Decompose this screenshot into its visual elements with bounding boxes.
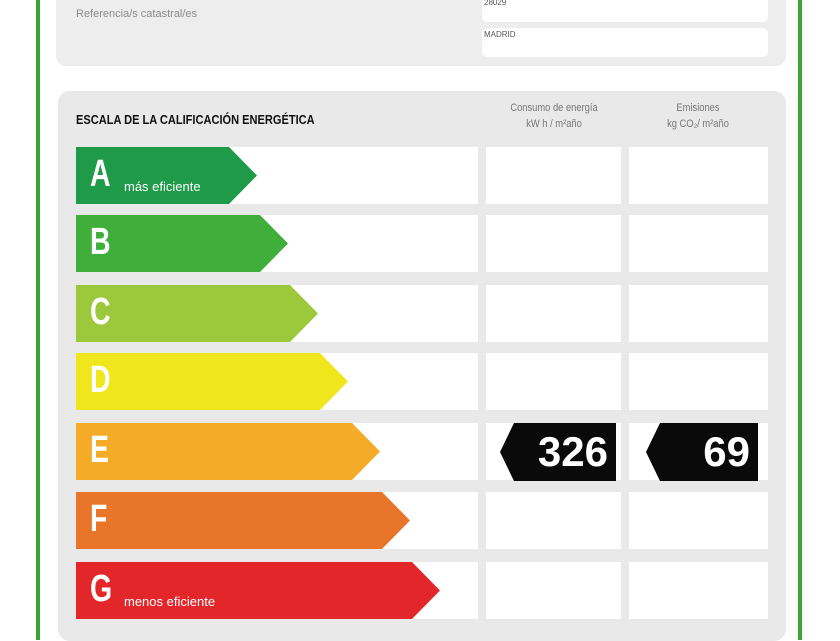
postal-code-field: 28029	[482, 0, 768, 22]
class-e-row: E	[76, 423, 380, 480]
consumption-cell	[486, 285, 621, 342]
class-arrow: A más eficiente	[76, 147, 257, 204]
cadastral-reference-label: Referencia/s catastral/es	[76, 8, 198, 20]
emissions-cell	[629, 562, 768, 619]
consumption-cell	[486, 215, 621, 272]
class-letter: E	[90, 429, 110, 471]
class-arrow: D	[76, 353, 348, 410]
scale-title: ESCALA DE LA CALIFICACIÓN ENERGÉTICA	[76, 112, 315, 127]
class-c-row: C	[76, 285, 318, 342]
class-g-row: G menos eficiente	[76, 562, 440, 619]
class-f-row: F	[76, 492, 410, 549]
class-arrow: F	[76, 492, 410, 549]
emissions-header-line1: Emisiones	[676, 102, 720, 114]
class-arrow: C	[76, 285, 318, 342]
consumption-cell	[486, 562, 621, 619]
class-letter: A	[90, 153, 111, 195]
emissions-header: Emisiones kg CO₂/ m²año	[639, 100, 758, 132]
class-arrow: E	[76, 423, 380, 480]
city-field: MADRID	[482, 28, 768, 57]
class-a-row: A más eficiente	[76, 147, 257, 204]
class-subtitle: más eficiente	[124, 179, 201, 194]
consumption-header-unit: kW h / m²año	[526, 118, 582, 130]
class-arrow: B	[76, 215, 288, 272]
class-letter: F	[90, 498, 108, 540]
emissions-cell	[629, 492, 768, 549]
class-d-row: D	[76, 353, 348, 410]
class-letter: B	[90, 221, 111, 263]
consumption-header-line1: Consumo de energía	[510, 102, 598, 114]
emissions-value-badge: 69	[646, 423, 758, 481]
consumption-header: Consumo de energía kW h / m²año	[495, 100, 614, 132]
emissions-cell	[629, 147, 768, 204]
consumption-cell	[486, 147, 621, 204]
label-border	[36, 0, 802, 640]
class-letter: G	[90, 568, 113, 610]
class-subtitle: menos eficiente	[124, 594, 216, 609]
consumption-cell	[486, 492, 621, 549]
emissions-cell	[629, 285, 768, 342]
class-letter: C	[90, 291, 111, 333]
class-b-row: B	[76, 215, 288, 272]
emissions-header-unit: kg CO₂/ m²año	[667, 118, 729, 130]
emissions-cell	[629, 353, 768, 410]
consumption-cell	[486, 353, 621, 410]
class-letter: D	[90, 359, 111, 401]
consumption-value-badge: 326	[500, 423, 616, 481]
emissions-cell	[629, 215, 768, 272]
class-arrow: G menos eficiente	[76, 562, 440, 619]
